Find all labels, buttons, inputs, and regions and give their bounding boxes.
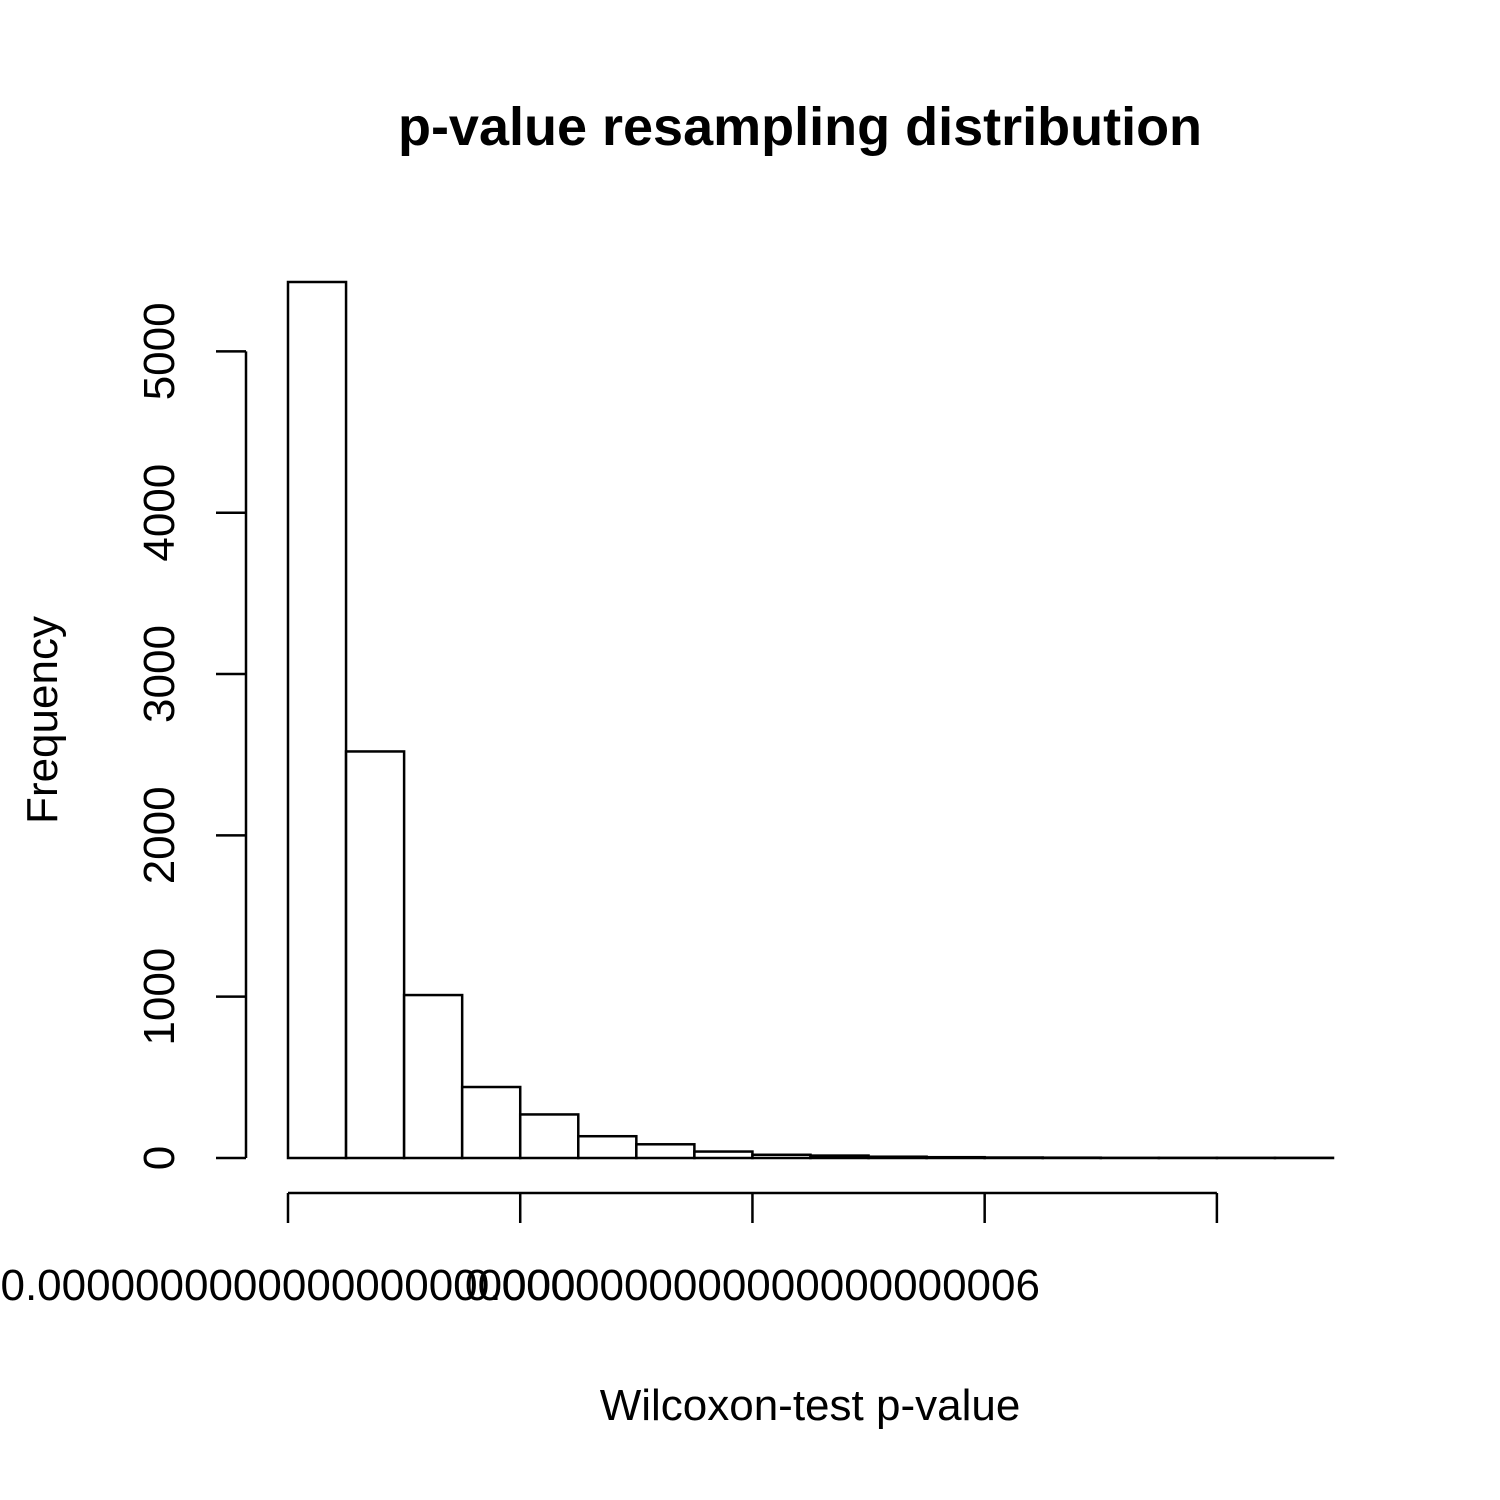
histogram-bar — [809, 1154, 870, 1160]
histogram-bar — [577, 1134, 638, 1160]
x-axis: 0.00000000000000000000000.00000000000000… — [0, 1191, 1219, 1310]
y-axis-label: Frequency — [18, 616, 67, 824]
y-axis: 0 1000 2000 3000 4000 5000 — [135, 302, 248, 1170]
histogram-bar — [344, 750, 406, 1160]
histogram-bar — [460, 1085, 522, 1160]
y-tick-label: 5000 — [135, 302, 184, 400]
histogram-bar — [402, 993, 464, 1160]
y-tick-label: 1000 — [135, 948, 184, 1046]
histogram-bar — [925, 1155, 986, 1160]
y-tick-label: 2000 — [135, 786, 184, 884]
y-tick-label: 0 — [135, 1146, 184, 1170]
x-tick-label: 0.0000000000000000000006 — [465, 1261, 1040, 1310]
x-tick-label: 0.0000000000000000000000 — [0, 1261, 575, 1310]
histogram-bar — [693, 1150, 754, 1160]
histogram-bar — [751, 1153, 812, 1160]
histogram-bar — [518, 1113, 580, 1160]
histogram-bar — [867, 1155, 928, 1160]
x-axis-label: Wilcoxon-test p-value — [600, 1381, 1021, 1430]
y-tick-label: 4000 — [135, 464, 184, 562]
y-tick-label: 3000 — [135, 625, 184, 723]
histogram-bar — [286, 280, 348, 1160]
bars-group — [286, 280, 1335, 1160]
chart-title: p-value resampling distribution — [398, 97, 1202, 157]
histogram-bar — [635, 1143, 696, 1160]
